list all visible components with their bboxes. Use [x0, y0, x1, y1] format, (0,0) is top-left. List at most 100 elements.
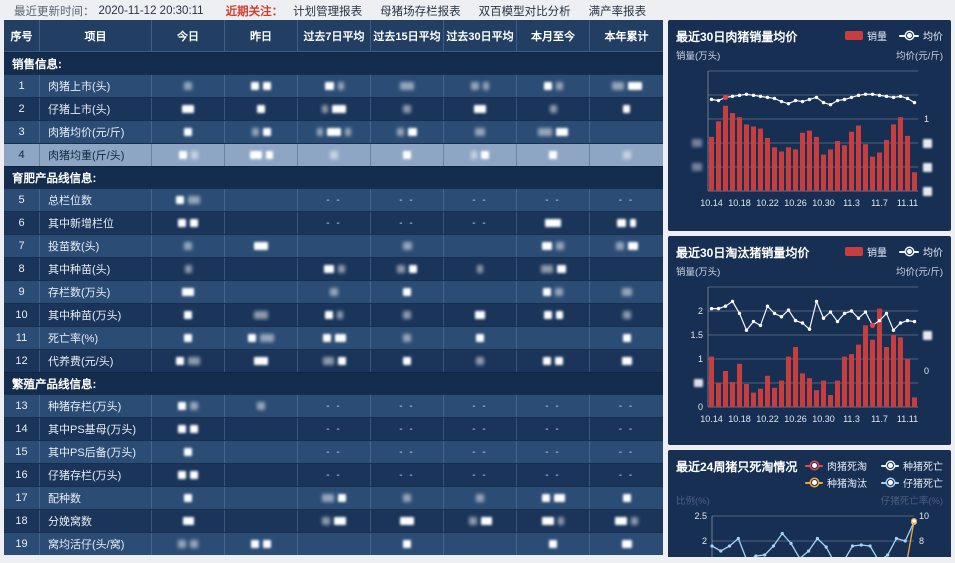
line-point — [772, 96, 777, 101]
legend-item-sales[interactable]: 销量 — [845, 244, 887, 259]
value-cell — [225, 258, 298, 280]
legend-item-avg-price[interactable]: 均价 — [899, 28, 943, 43]
redacted-value — [251, 540, 259, 548]
redacted-value — [178, 151, 187, 159]
x-tick-label: 10.18 — [728, 414, 751, 424]
redacted-value — [621, 288, 632, 296]
no-data-dash: - - — [399, 446, 415, 458]
series-point — [754, 554, 758, 557]
chart-title: 最近30日肉猪销量均价 — [676, 30, 798, 44]
no-data-dash: - - — [399, 194, 415, 206]
column-header: 过去15日平均 — [371, 20, 444, 52]
table-row[interactable]: 1 肉猪上市(头) — [4, 74, 663, 97]
redacted-value — [480, 517, 492, 525]
redacted-value — [621, 357, 632, 365]
table-row[interactable]: 17 配种数 — [4, 486, 663, 509]
redacted-value — [184, 311, 192, 319]
value-cell — [371, 98, 444, 120]
table-row[interactable]: 13 种猪存栏(万头) - - - - - - - - - - — [4, 394, 663, 417]
table-row[interactable]: 9 存栏数(万头) — [4, 280, 663, 303]
value-cell — [152, 98, 225, 120]
value-cell — [225, 121, 298, 143]
legend-item-2[interactable]: 种猪淘汰 — [805, 475, 867, 490]
value-cell — [517, 258, 590, 280]
table-row[interactable]: 11 死亡率(%) — [4, 326, 663, 349]
table-row[interactable]: 5 总栏位数 - - - - - - - - - - — [4, 188, 663, 211]
sales-bar — [723, 371, 728, 407]
line-point — [835, 98, 840, 103]
redacted-value — [627, 82, 642, 90]
value-cell — [444, 258, 517, 280]
redacted-tick — [692, 139, 702, 147]
value-cell: - - — [298, 212, 371, 234]
value-cell — [444, 350, 517, 372]
table-row[interactable]: 14 其中PS基母(万头) - - - - - - - - - - — [4, 417, 663, 440]
chart-title: 最近30日淘汰猪销量均价 — [676, 246, 810, 260]
table-row[interactable]: 8 其中种苗(头) — [4, 257, 663, 280]
left-axis-label: 销量(万头) — [676, 51, 721, 62]
legend-item-sales[interactable]: 销量 — [845, 28, 887, 43]
redacted-value — [327, 128, 341, 136]
series-point — [763, 553, 767, 557]
nav-link-1[interactable]: 母猪场存栏报表 — [380, 6, 461, 18]
value-cell — [590, 212, 663, 234]
table-row[interactable]: 10 其中种苗(万头) — [4, 303, 663, 326]
redacted-value — [322, 494, 334, 502]
redacted-value — [397, 128, 404, 136]
line-point — [849, 309, 854, 313]
table-row[interactable]: 6 其中新增栏位 - - - - - - — [4, 211, 663, 234]
redacted-value — [403, 540, 411, 548]
table-row[interactable]: 7 投苗数(头) — [4, 234, 663, 257]
redacted-value — [622, 311, 631, 319]
redacted-tick — [923, 187, 932, 196]
redacted-value — [397, 265, 405, 273]
table-row[interactable]: 15 其中PS后备(万头) - - - - - - - - - - — [4, 440, 663, 463]
y-tick-label: 1.5 — [690, 330, 703, 340]
table-row[interactable]: 16 仔猪存栏(万头) - - - - - - - - - - — [4, 463, 663, 486]
table-row[interactable]: 2 仔猪上市(头) — [4, 97, 663, 120]
redacted-value — [322, 517, 330, 525]
nav-link-0[interactable]: 计划管理报表 — [293, 6, 363, 18]
cull-sales-chart-canvas: 10.14 10.18 10.22 10.26 10.30 11.3 11.7 11.11 2 1… — [690, 286, 932, 424]
table-row[interactable]: 18 分娩窝数 — [4, 509, 663, 532]
row-label: 窝均活仔(头/窝) — [40, 533, 152, 555]
redacted-value — [263, 540, 271, 548]
value-cell — [371, 350, 444, 372]
redacted-value — [475, 128, 485, 136]
table-row[interactable]: 3 肉猪均价(元/斤) — [4, 120, 663, 143]
redacted-tick — [923, 139, 932, 148]
table-row[interactable]: 12 代养费(元/头) — [4, 349, 663, 372]
value-cell — [225, 464, 298, 486]
redacted-tick — [694, 379, 703, 387]
legend-item-0[interactable]: 肉猪死淘 — [805, 458, 867, 473]
redacted-value — [182, 288, 194, 296]
sales-bar — [905, 135, 910, 191]
line-point — [849, 95, 854, 100]
value-cell — [517, 235, 590, 257]
table-row-selected[interactable]: 4 肉猪均重(斤/头) — [4, 143, 663, 166]
value-cell — [152, 281, 225, 303]
value-cell: - - — [590, 441, 663, 463]
sales-bar — [737, 363, 742, 407]
legend-item-3[interactable]: 仔猪死亡 — [881, 475, 943, 490]
value-cell — [590, 487, 663, 509]
redacted-value — [176, 196, 184, 204]
row-label: 肉猪均重(斤/头) — [40, 144, 152, 166]
redacted-value — [471, 151, 477, 159]
no-data-dash: - - — [472, 194, 488, 206]
legend-item-avg-price[interactable]: 均价 — [899, 244, 943, 259]
redacted-value — [611, 82, 624, 90]
table-row[interactable]: 19 窝均活仔(头/窝) — [4, 532, 663, 555]
chart-legend: 肉猪死淘 种猪死亡 种猪淘汰 仔猪死亡 — [805, 458, 943, 490]
nav-link-3[interactable]: 满产率报表 — [588, 6, 647, 18]
value-cell — [225, 350, 298, 372]
value-cell — [444, 304, 517, 326]
legend-item-1[interactable]: 种猪死亡 — [881, 458, 943, 473]
report-table: 序号 项目 今日 昨日 过去7日平均 过去15日平均 过去30日平均 本月至今 本年累计 销售信… — [4, 20, 663, 557]
value-cell — [590, 304, 663, 326]
nav-link-2[interactable]: 双百模型对比分析 — [478, 6, 571, 18]
line-point — [905, 318, 910, 323]
row-label: 肉猪上市(头) — [40, 75, 152, 97]
value-cell — [225, 235, 298, 257]
value-cell: - - — [371, 464, 444, 486]
